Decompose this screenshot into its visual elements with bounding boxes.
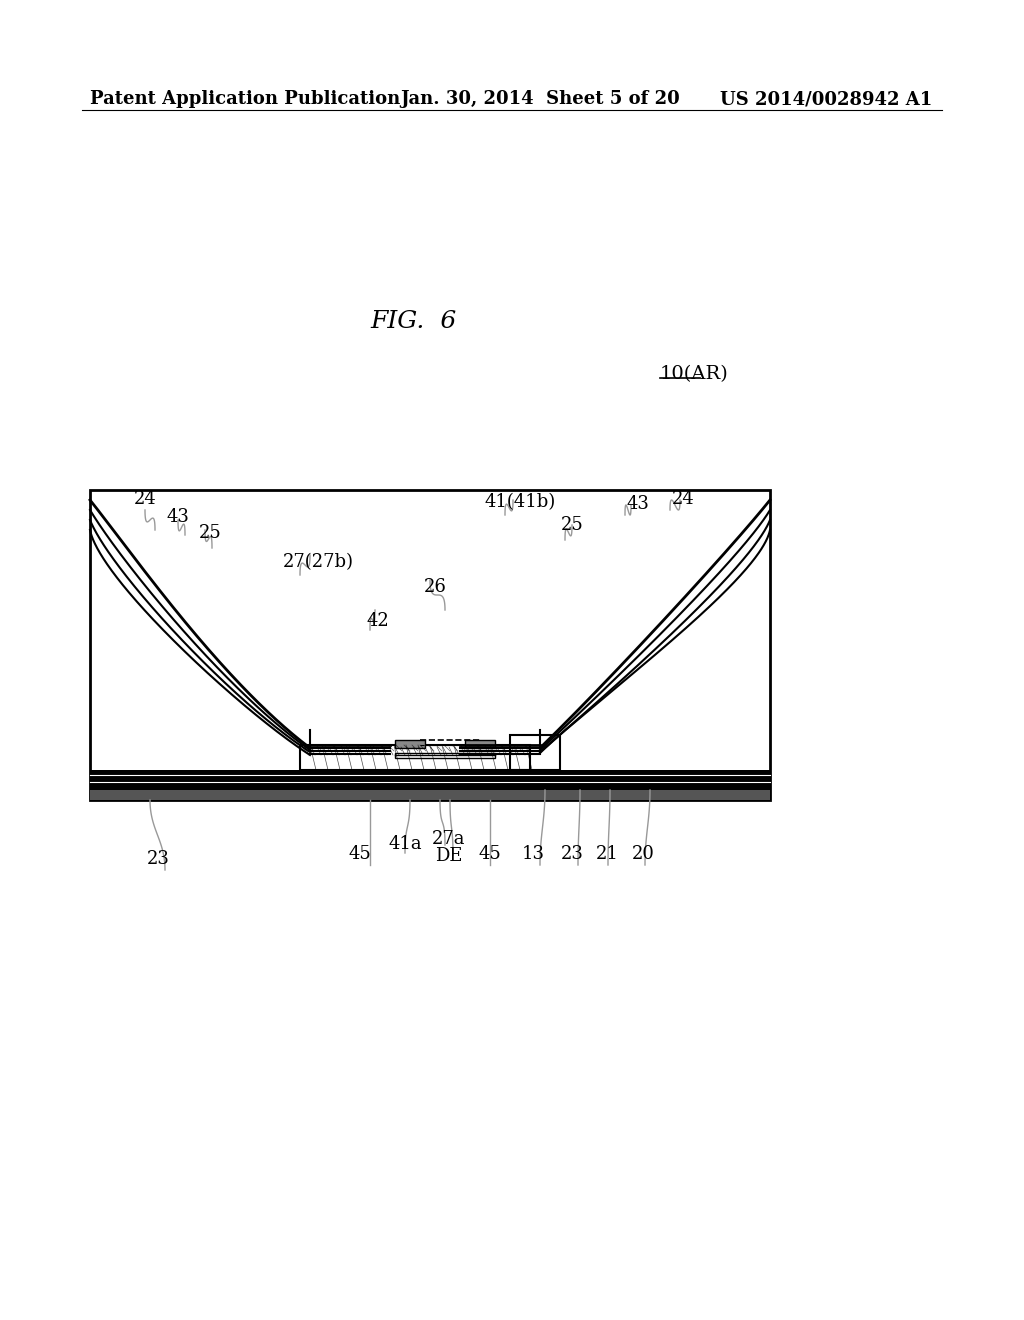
- Text: 21: 21: [596, 845, 618, 863]
- Bar: [90, 789, 770, 800]
- Text: 42: 42: [367, 612, 389, 630]
- Text: 24: 24: [133, 490, 157, 508]
- Text: 25: 25: [560, 516, 584, 535]
- Bar: [90, 770, 770, 789]
- Text: FIG.  6: FIG. 6: [370, 310, 457, 333]
- Text: 24: 24: [672, 490, 694, 508]
- Text: 45: 45: [348, 845, 372, 863]
- Bar: [510, 735, 560, 770]
- Bar: [395, 741, 425, 748]
- Text: 23: 23: [146, 850, 169, 869]
- Text: 25: 25: [199, 524, 221, 543]
- Bar: [90, 490, 770, 800]
- Text: 41a: 41a: [388, 836, 422, 853]
- Text: 43: 43: [167, 508, 189, 525]
- Text: 20: 20: [632, 845, 654, 863]
- Text: 10(AR): 10(AR): [660, 366, 729, 383]
- Text: 23: 23: [560, 845, 584, 863]
- Text: 27(27b): 27(27b): [283, 553, 353, 572]
- Text: 26: 26: [424, 578, 446, 597]
- Text: 45: 45: [478, 845, 502, 863]
- Text: 43: 43: [627, 495, 649, 513]
- Text: US 2014/0028942 A1: US 2014/0028942 A1: [720, 90, 932, 108]
- Text: 41(41b): 41(41b): [484, 492, 556, 511]
- Text: Jan. 30, 2014  Sheet 5 of 20: Jan. 30, 2014 Sheet 5 of 20: [400, 90, 680, 108]
- Text: 13: 13: [521, 845, 545, 863]
- Text: DE: DE: [435, 847, 463, 865]
- Bar: [395, 752, 495, 758]
- Text: Patent Application Publication: Patent Application Publication: [90, 90, 400, 108]
- Bar: [465, 741, 495, 748]
- Text: 27a: 27a: [432, 830, 466, 847]
- Bar: [300, 744, 530, 770]
